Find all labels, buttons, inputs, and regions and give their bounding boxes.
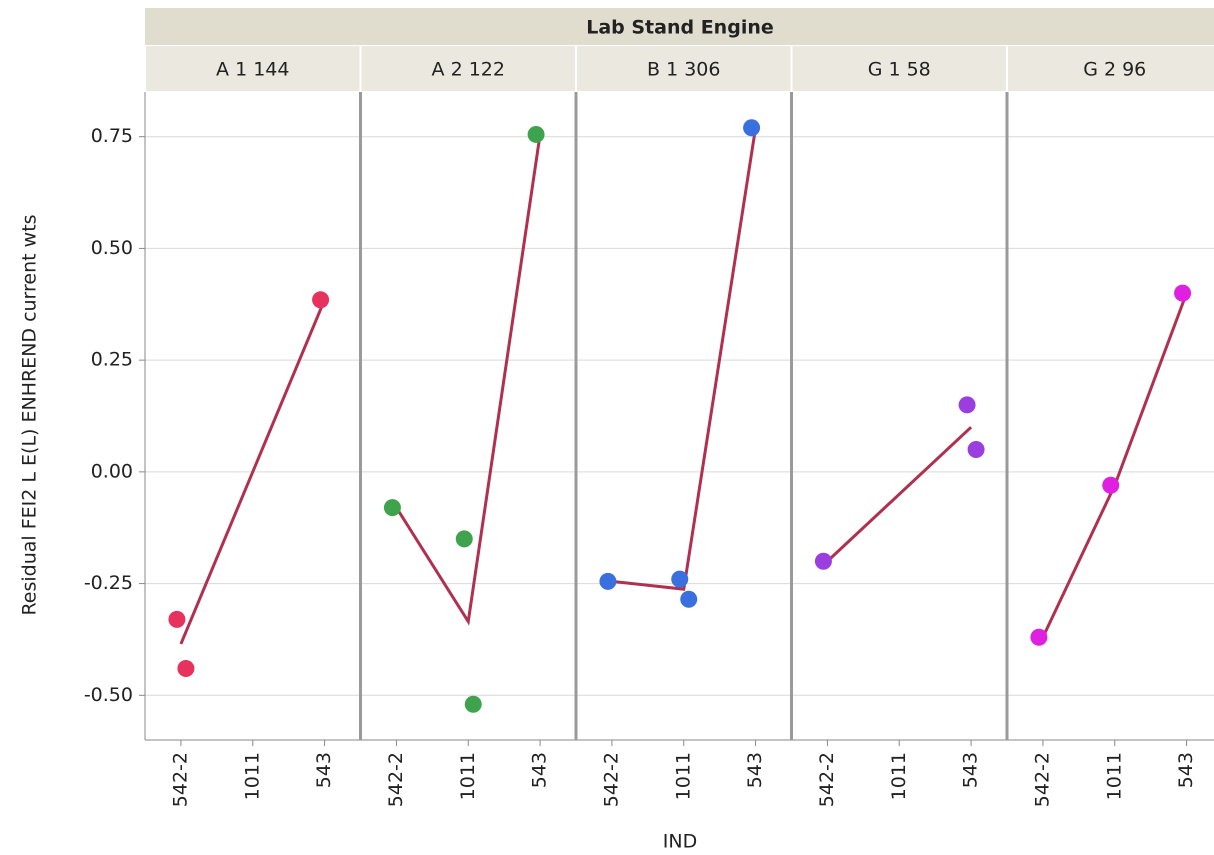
point bbox=[312, 291, 330, 309]
point bbox=[671, 570, 689, 588]
point bbox=[1102, 476, 1120, 494]
point bbox=[455, 530, 473, 548]
x-tick-label: 542-2 bbox=[169, 752, 191, 807]
x-tick-label: 543 bbox=[529, 752, 551, 788]
point bbox=[814, 552, 832, 570]
x-tick-label: 542-2 bbox=[385, 752, 407, 807]
mean-line bbox=[179, 299, 326, 645]
chart-title: Lab Stand Engine bbox=[586, 17, 774, 39]
point bbox=[527, 125, 545, 143]
y-tick-label: -0.50 bbox=[84, 684, 133, 706]
x-tick-label: 542-2 bbox=[600, 752, 622, 807]
panel-header bbox=[792, 46, 1006, 91]
point bbox=[743, 119, 761, 137]
panel-header bbox=[577, 46, 791, 91]
point bbox=[383, 499, 401, 517]
x-tick-label: 543 bbox=[313, 752, 335, 788]
group-header-band bbox=[145, 8, 1214, 45]
panel-label: A 1 144 bbox=[216, 59, 289, 81]
panel-header bbox=[146, 46, 360, 91]
mean-line bbox=[395, 134, 542, 626]
y-tick-label: 0.50 bbox=[91, 237, 133, 259]
y-tick-label: 0.75 bbox=[91, 125, 133, 147]
panel-label: G 2 96 bbox=[1083, 59, 1146, 81]
point bbox=[1174, 284, 1192, 302]
x-tick-label: 543 bbox=[1175, 752, 1197, 788]
point bbox=[599, 572, 617, 590]
x-tick-label: 1011 bbox=[672, 752, 694, 800]
panel-label: B 1 306 bbox=[647, 59, 720, 81]
x-tick-label: 1011 bbox=[457, 752, 479, 800]
y-tick-label: -0.25 bbox=[84, 572, 133, 594]
point bbox=[168, 610, 186, 628]
point bbox=[680, 590, 698, 608]
panel-label: G 1 58 bbox=[868, 59, 931, 81]
x-tick-label: 543 bbox=[960, 752, 982, 788]
panel-header bbox=[361, 46, 575, 91]
point bbox=[1030, 628, 1048, 646]
x-tick-label: 1011 bbox=[888, 752, 910, 800]
y-axis-label: Residual FEI2 L E(L) ENHREND current wts bbox=[19, 214, 41, 615]
x-tick-label: 543 bbox=[744, 752, 766, 788]
point bbox=[177, 659, 195, 677]
point bbox=[464, 695, 482, 713]
mean-line bbox=[1041, 292, 1188, 638]
x-tick-label: 542-2 bbox=[1031, 752, 1053, 807]
mean-line bbox=[611, 127, 758, 591]
mean-line bbox=[826, 426, 973, 563]
panel-header bbox=[1008, 46, 1214, 91]
x-tick-label: 1011 bbox=[241, 752, 263, 800]
x-tick-label: 542-2 bbox=[816, 752, 838, 807]
y-tick-label: 0.25 bbox=[91, 349, 133, 371]
y-tick-label: 0.00 bbox=[91, 460, 133, 482]
x-axis-label: IND bbox=[663, 831, 697, 853]
point bbox=[958, 396, 976, 414]
point bbox=[967, 441, 985, 459]
panel-label: A 2 122 bbox=[432, 59, 505, 81]
x-tick-label: 1011 bbox=[1103, 752, 1125, 800]
